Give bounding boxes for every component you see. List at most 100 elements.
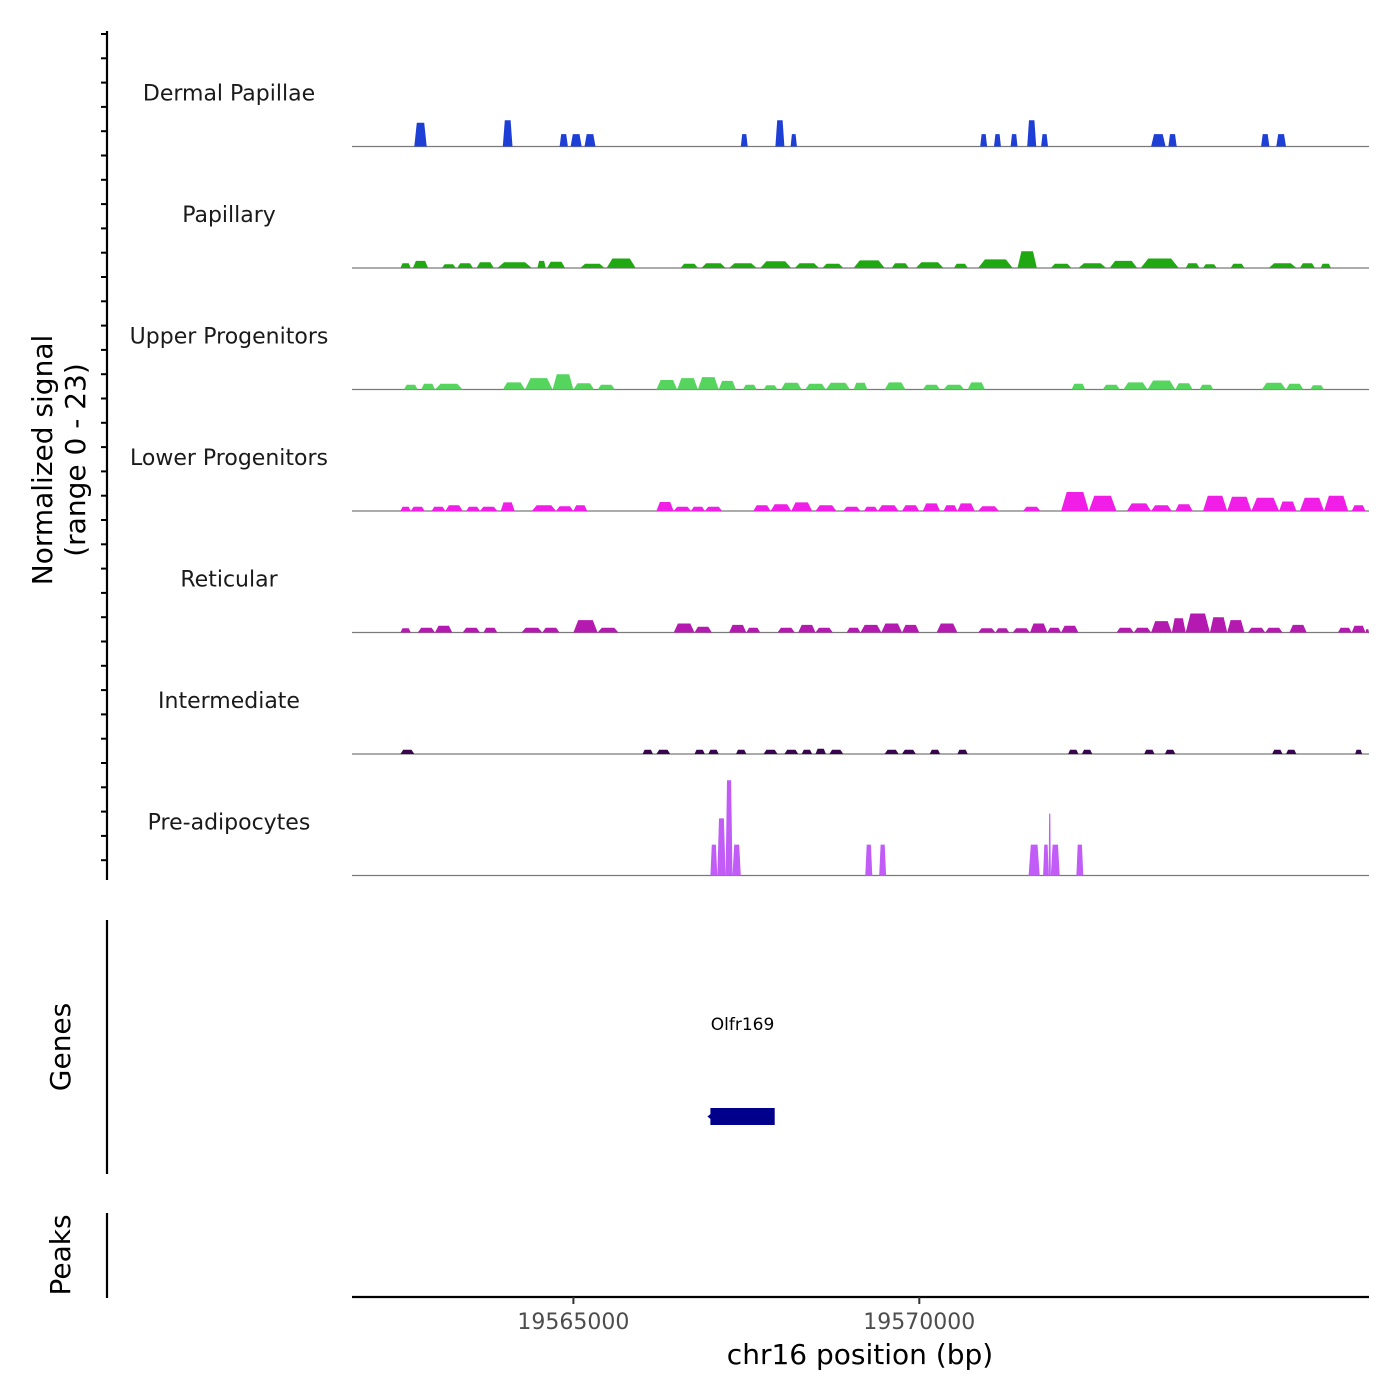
track-label: Papillary [182,203,276,228]
coverage-peak [403,384,418,390]
coverage-peak [435,383,463,390]
coverage-peak [1175,383,1193,390]
coverage-peak [1286,383,1304,390]
coverage-peak [462,627,480,633]
coverage-peak [1081,749,1093,754]
coverage-peak [710,844,718,876]
coverage-peak [1299,497,1324,511]
coverage-peak [929,749,941,754]
coverage-peak [552,374,574,390]
coverage-peak [902,624,920,633]
coverage-peak [1151,505,1172,511]
coverage-peak [753,505,771,511]
coverage-peak [843,506,861,511]
coverage-peak [476,262,494,268]
coverage-peak [780,382,802,390]
coverage-peak [521,627,543,633]
coverage-peak [790,134,797,147]
coverage-peak [677,378,698,390]
coverage-peak [556,506,574,511]
coverage-peak [922,503,941,511]
coverage-peak [742,384,757,390]
coverage-peak [1123,382,1148,390]
coverage-peak [1351,625,1366,633]
coverage-peak [656,502,674,511]
coverage-peak [708,749,719,754]
coverage-tracks: Dermal Papillae Papillary Upper Progenitor… [130,82,1369,877]
coverage-peak [902,505,920,511]
coverage-peak [1265,627,1283,633]
coverage-peak [1199,384,1214,390]
coverage-peak [697,377,719,390]
coverage-peak [445,505,463,511]
coverage-peak [994,134,1001,147]
coverage-peak [801,749,813,754]
coverage-peak [1061,492,1089,511]
coverage-peak [584,134,596,147]
coverage-peak [777,627,795,633]
coverage-peak [891,263,909,268]
gene-olfr169: Olfr169 [707,1015,775,1125]
gene-body [710,1108,775,1125]
coverage-peak [497,262,532,268]
track-papillary: Papillary [182,203,1369,269]
x-tick-label: 19565000 [517,1310,629,1335]
coverage-peak [717,818,726,876]
coverage-peak [746,627,761,633]
coverage-peak [1203,264,1217,268]
coverage-peak [1289,624,1307,633]
coverage-peak [1140,258,1179,268]
coverage-peak [1351,505,1366,511]
coverage-peak [1299,263,1315,268]
coverage-peak [480,506,498,511]
coverage-peak [829,749,844,754]
coverage-peak [805,383,826,390]
coverage-peak [1068,749,1079,754]
coverage-peak [1126,503,1152,511]
coverage-peak [400,506,411,511]
coverage-peak [1227,620,1245,633]
coverage-peak [1076,844,1084,876]
coverage-peak [877,505,899,511]
track-label: Lower Progenitors [130,446,328,471]
coverage-peak [1027,120,1037,147]
coverage-peak [1041,134,1048,147]
coverage-peak [879,844,887,876]
coverage-peak [1355,749,1363,754]
coverage-peak [1227,496,1252,511]
x-axis-ticks: 19565000 19570000 [517,1297,975,1335]
x-tick-label: 19570000 [863,1310,975,1335]
coverage-peak [1365,629,1369,633]
coverage-peak [1251,497,1280,511]
coverage-peak [1261,382,1286,390]
coverage-peak [1272,749,1283,754]
genes-title: Genes [44,1003,77,1091]
coverage-y-axis-title: Normalized signal (range 0 - 23) [26,335,92,586]
coverage-peak [763,749,778,754]
coverage-peak [656,380,678,390]
coverage-peak [414,122,427,147]
coverage-peak [784,749,799,754]
peaks-title: Peaks [44,1214,77,1295]
coverage-peak [1209,617,1228,633]
coverage-peak [573,620,598,633]
coverage-peak [1116,627,1134,633]
coverage-peak [1320,263,1331,268]
coverage-peak [884,382,906,390]
coverage-peak [694,749,705,754]
coverage-peak [457,263,474,268]
coverage-peak [884,749,899,754]
track-label: Reticular [180,568,278,593]
coverage-peak [915,262,944,268]
coverage-peak [694,626,712,633]
coverage-peak [410,506,425,511]
coverage-peak [1017,251,1037,268]
coverage-peak [1261,134,1270,147]
coverage-peak [597,627,619,633]
coverage-peak [978,259,1013,268]
coverage-peak [466,506,480,511]
coverage-peak [400,263,411,268]
coverage-peak [763,385,778,390]
coverage-y-ticks [101,33,107,862]
coverage-peak [794,263,819,268]
